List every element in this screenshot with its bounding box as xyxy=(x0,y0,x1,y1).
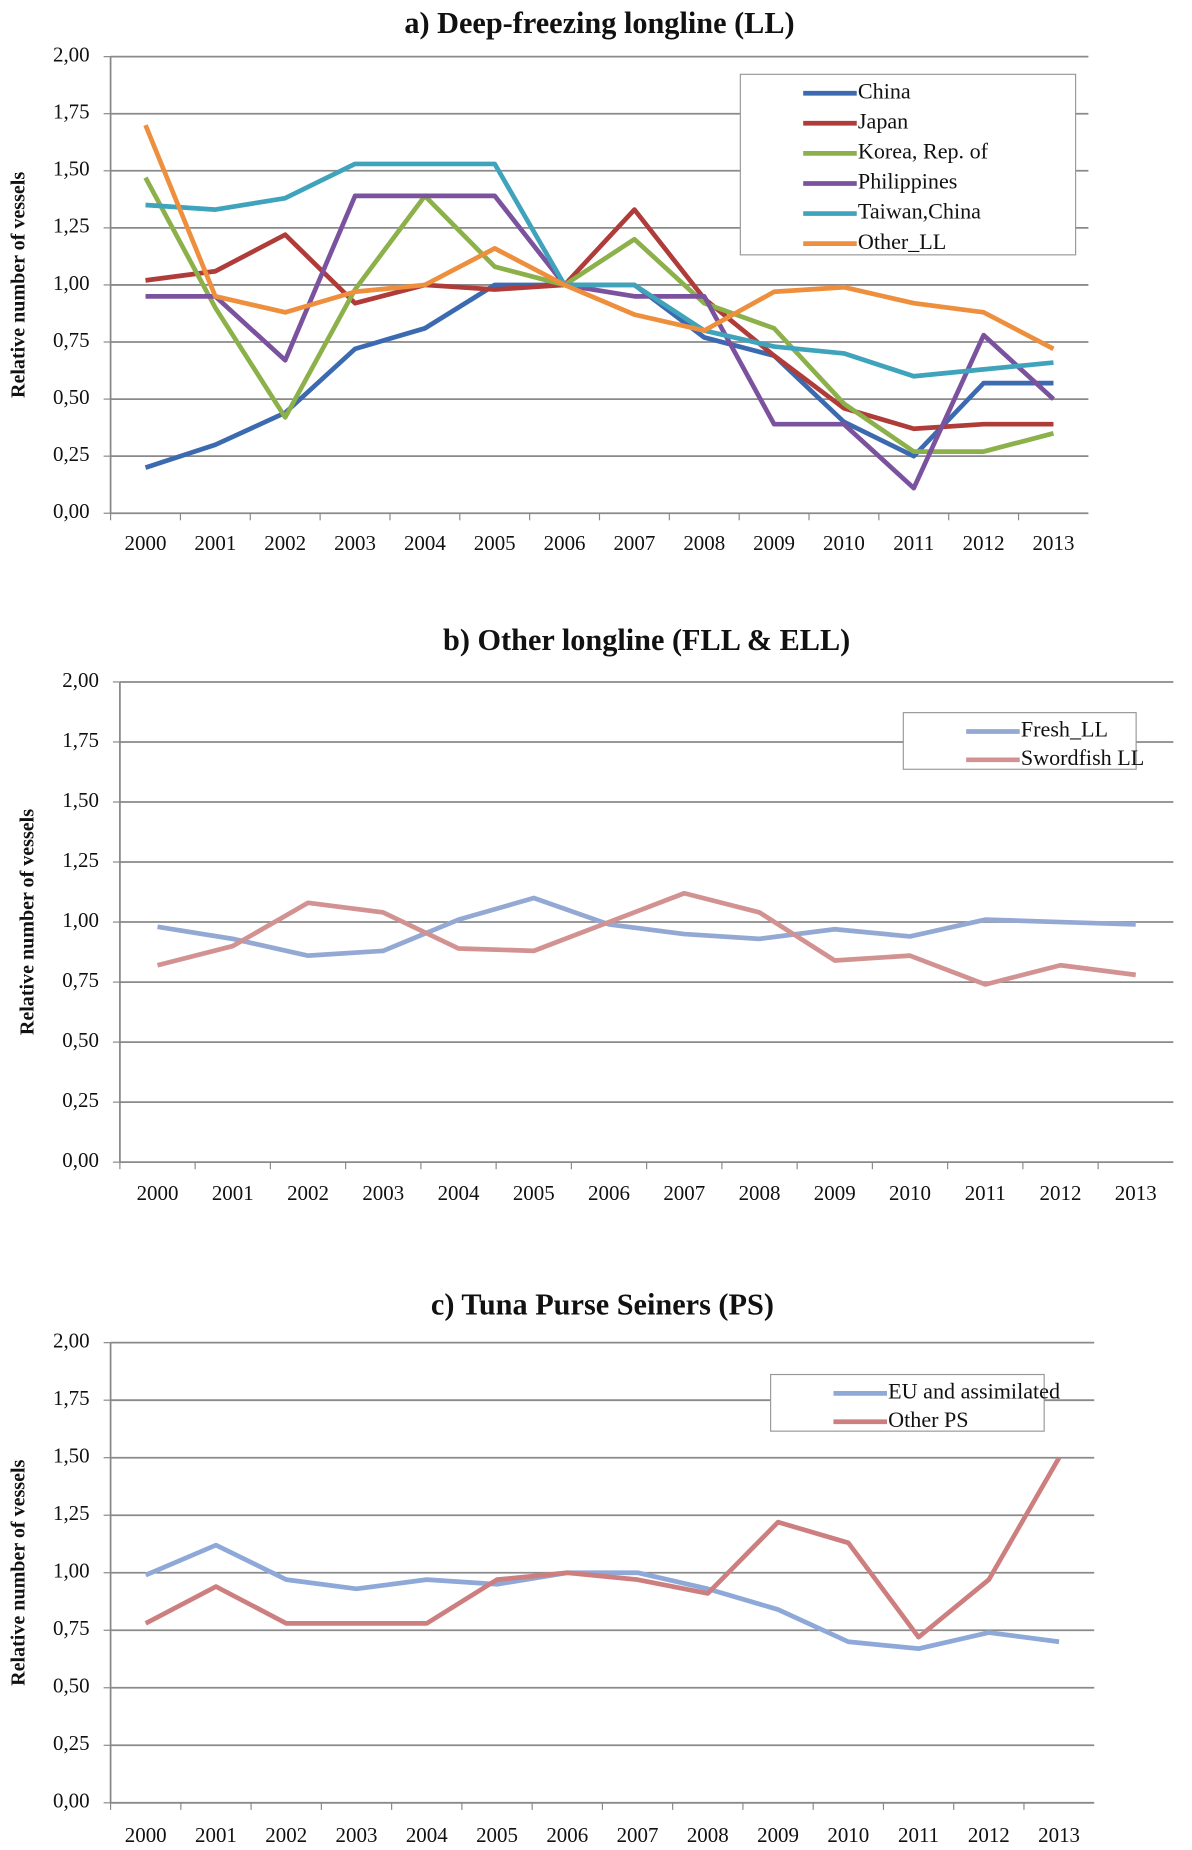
x-tick-label: 2010 xyxy=(889,1181,931,1205)
x-tick-label: 2008 xyxy=(683,531,725,555)
x-tick-label: 2011 xyxy=(898,1823,939,1847)
chart-title: b) Other longline (FLL & ELL) xyxy=(443,623,850,657)
x-tick-label: 2003 xyxy=(334,531,376,555)
series-line xyxy=(145,161,1054,379)
legend-label: Korea, Rep. of xyxy=(858,138,989,163)
x-tick-label: 2005 xyxy=(476,1823,518,1847)
x-tick-label: 2000 xyxy=(137,1181,179,1205)
legend-label: Philippines xyxy=(858,168,957,193)
x-tick-label: 2007 xyxy=(663,1181,705,1205)
chart-title: a) Deep-freezing longline (LL) xyxy=(404,6,794,40)
series-line xyxy=(144,1542,1060,1652)
x-tick-label: 2001 xyxy=(194,531,236,555)
x-tick-label: 2012 xyxy=(968,1823,1010,1847)
y-tick-label: 0,25 xyxy=(62,1088,99,1112)
y-tick-label: 1,25 xyxy=(53,214,90,238)
series-line xyxy=(143,124,1055,351)
x-tick-label: 2002 xyxy=(265,1823,307,1847)
y-tick-label: 2,00 xyxy=(53,42,90,66)
y-tick-label: 0,25 xyxy=(53,1731,90,1755)
y-tick-label: 0,25 xyxy=(53,442,90,466)
y-tick-label: 0,75 xyxy=(62,968,99,992)
y-tick-label: 1,75 xyxy=(53,1386,90,1410)
x-tick-label: 2010 xyxy=(823,531,865,555)
y-tick-label: 2,00 xyxy=(53,1328,90,1352)
x-tick-label: 2013 xyxy=(1038,1823,1080,1847)
x-tick-label: 2005 xyxy=(513,1181,555,1205)
x-tick-label: 2011 xyxy=(965,1181,1006,1205)
x-tick-label: 2001 xyxy=(212,1181,254,1205)
series-line xyxy=(143,176,1055,454)
y-tick-label: 0,50 xyxy=(62,1028,99,1052)
y-tick-label: 1,75 xyxy=(53,99,90,123)
y-tick-label: 1,25 xyxy=(53,1501,90,1525)
y-tick-label: 0,50 xyxy=(53,385,90,409)
x-tick-label: 2006 xyxy=(544,531,586,555)
x-tick-label: 2000 xyxy=(125,531,167,555)
y-axis-label: Relative number of vessels xyxy=(7,1459,29,1685)
y-tick-label: 0,75 xyxy=(53,328,90,352)
x-tick-label: 2007 xyxy=(617,1823,659,1847)
legend-box xyxy=(770,1373,1045,1432)
y-tick-label: 1,00 xyxy=(62,908,99,932)
x-tick-label: 2012 xyxy=(963,531,1005,555)
legend-label: Fresh_LL xyxy=(1021,717,1108,742)
y-tick-label: 1,25 xyxy=(62,848,99,872)
x-tick-label: 2004 xyxy=(404,531,446,555)
x-tick-label: 2002 xyxy=(264,531,306,555)
chart-title: c) Tuna Purse Seiners (PS) xyxy=(431,1287,774,1321)
y-tick-label: 1,50 xyxy=(62,788,99,812)
y-tick-label: 0,00 xyxy=(53,1789,90,1813)
x-tick-label: 2013 xyxy=(1115,1181,1157,1205)
legend-label: Japan xyxy=(858,108,908,133)
x-tick-label: 2002 xyxy=(287,1181,329,1205)
legend-label: Taiwan,China xyxy=(858,199,981,224)
series-line xyxy=(145,193,1056,491)
x-tick-label: 2009 xyxy=(757,1823,799,1847)
series-line xyxy=(145,207,1054,432)
x-tick-label: 2000 xyxy=(125,1823,167,1847)
y-tick-label: 2,00 xyxy=(62,668,99,692)
x-tick-label: 2010 xyxy=(827,1823,869,1847)
y-tick-label: 0,00 xyxy=(62,1148,99,1172)
x-tick-label: 2009 xyxy=(814,1181,856,1205)
series-line xyxy=(144,1456,1062,1640)
x-tick-label: 2009 xyxy=(753,531,795,555)
x-tick-label: 2007 xyxy=(613,531,655,555)
y-tick-label: 1,00 xyxy=(53,1558,90,1582)
x-tick-label: 2013 xyxy=(1033,531,1075,555)
legend-box xyxy=(739,73,1077,256)
legend-label: Other_LL xyxy=(858,229,946,254)
y-tick-label: 0,00 xyxy=(53,499,90,523)
legend-label: Other PS xyxy=(888,1407,968,1432)
x-tick-label: 2001 xyxy=(195,1823,237,1847)
y-tick-label: 0,75 xyxy=(53,1616,90,1640)
x-tick-label: 2003 xyxy=(362,1181,404,1205)
series-line xyxy=(156,890,1137,987)
y-axis-label: Relative number of vessels xyxy=(17,809,39,1035)
x-tick-label: 2004 xyxy=(406,1823,448,1847)
series-line xyxy=(157,895,1136,959)
x-tick-label: 2008 xyxy=(687,1823,729,1847)
x-tick-label: 2005 xyxy=(474,531,516,555)
x-tick-label: 2004 xyxy=(438,1181,480,1205)
x-tick-label: 2012 xyxy=(1040,1181,1082,1205)
y-tick-label: 1,00 xyxy=(53,271,90,295)
y-tick-label: 0,50 xyxy=(53,1674,90,1698)
legend-label: Swordfish LL xyxy=(1021,745,1144,770)
y-axis-label: Relative number of vessels xyxy=(7,172,29,398)
legend-label: EU and assimilated xyxy=(888,1378,1060,1403)
y-tick-label: 1,75 xyxy=(62,728,99,752)
y-tick-label: 1,50 xyxy=(53,1443,90,1467)
x-tick-label: 2006 xyxy=(546,1823,588,1847)
x-tick-label: 2006 xyxy=(588,1181,630,1205)
x-tick-label: 2003 xyxy=(336,1823,378,1847)
x-tick-label: 2008 xyxy=(739,1181,781,1205)
legend-label: China xyxy=(858,78,911,103)
y-tick-label: 1,50 xyxy=(53,157,90,181)
x-tick-label: 2011 xyxy=(893,531,934,555)
